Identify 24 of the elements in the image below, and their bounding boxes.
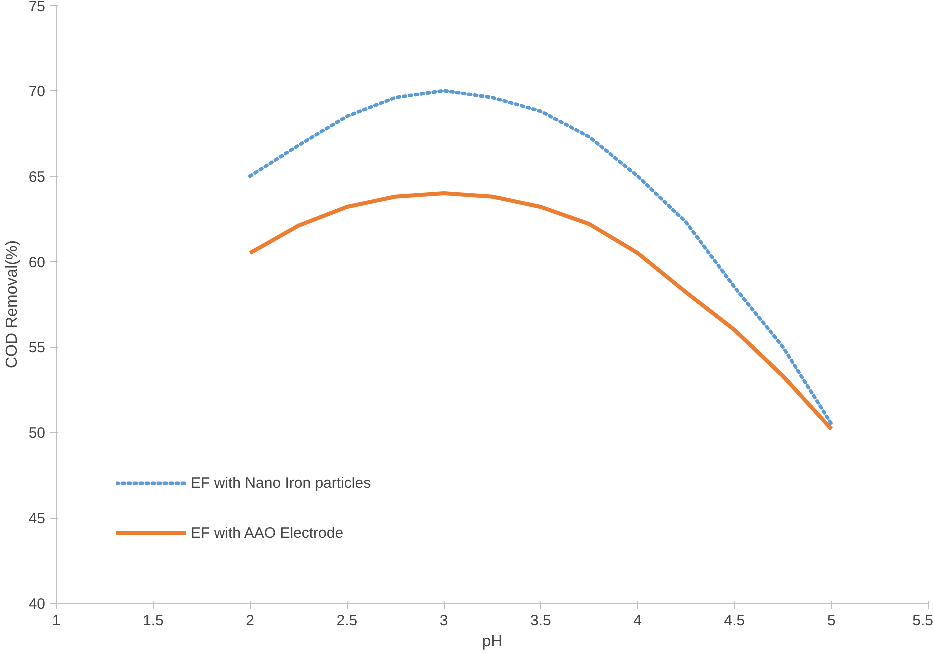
y-tick-label: 40 xyxy=(28,596,46,613)
y-axis-title: COD Removal(%) xyxy=(4,240,21,369)
x-axis-title: pH xyxy=(482,634,503,650)
y-tick-label: 45 xyxy=(28,510,46,528)
x-tick-label: 4.5 xyxy=(724,612,746,630)
x-tick-label: 3 xyxy=(440,612,448,630)
line-series xyxy=(248,89,834,426)
y-tick-label: 70 xyxy=(28,83,46,100)
x-tick-label: 1.5 xyxy=(142,612,164,630)
y-tick-label: 55 xyxy=(28,340,46,357)
x-tick-label: 3.5 xyxy=(530,612,552,630)
x-tick-label: 4 xyxy=(634,612,642,630)
line-series xyxy=(248,191,834,432)
x-tick-label: 5 xyxy=(827,612,836,630)
legend-label: EF with Nano Iron particles xyxy=(191,474,372,492)
y-tick-label: 65 xyxy=(28,168,46,186)
x-tick-label: 2.5 xyxy=(336,612,358,630)
legend-label: EF with AAO Electrode xyxy=(191,524,344,542)
x-tick-label: 5.5 xyxy=(912,612,933,630)
x-tick-label: 1 xyxy=(52,612,61,630)
y-tick-label: 75 xyxy=(28,0,46,16)
y-tick-label: 60 xyxy=(28,254,46,272)
y-tick-label: 50 xyxy=(28,425,46,442)
x-tick-label: 2 xyxy=(246,612,254,630)
